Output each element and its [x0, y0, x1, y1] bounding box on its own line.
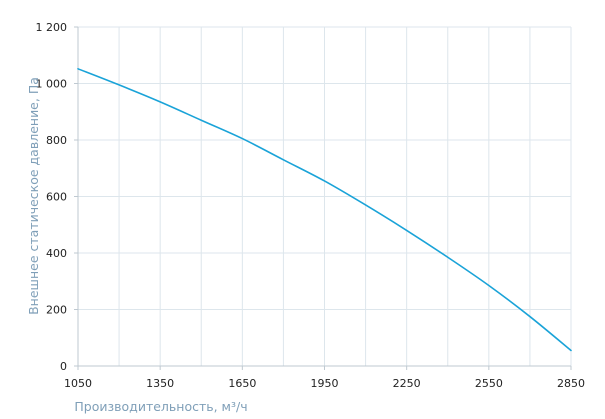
y-tick-label: 800	[46, 134, 67, 147]
y-tick-label: 1 200	[36, 21, 68, 34]
y-axis-ticks: 0 200 400 600 800 1 000 1 200	[36, 21, 78, 373]
y-axis-title: Внешнее статическое давление, Па	[26, 77, 41, 315]
x-tick-label: 2250	[393, 377, 421, 390]
y-tick-label: 200	[46, 304, 67, 317]
x-tick-label: 1350	[146, 377, 174, 390]
x-tick-label: 1050	[64, 377, 92, 390]
x-axis-ticks: 1050 1350 1650 1950 2250 2550 2850	[64, 366, 585, 390]
grid	[77, 26, 572, 366]
x-tick-label: 2850	[557, 377, 585, 390]
series-lines	[77, 68, 572, 352]
y-tick-label: 0	[60, 360, 67, 373]
y-tick-label: 1 000	[36, 78, 68, 91]
y-tick-label: 400	[46, 247, 67, 260]
y-tick-label: 600	[46, 191, 67, 204]
x-tick-label: 1950	[311, 377, 339, 390]
x-axis-title: Производительность, м³/ч	[74, 399, 247, 414]
x-tick-label: 2550	[475, 377, 503, 390]
x-tick-label: 1650	[228, 377, 256, 390]
series-line	[77, 68, 572, 352]
